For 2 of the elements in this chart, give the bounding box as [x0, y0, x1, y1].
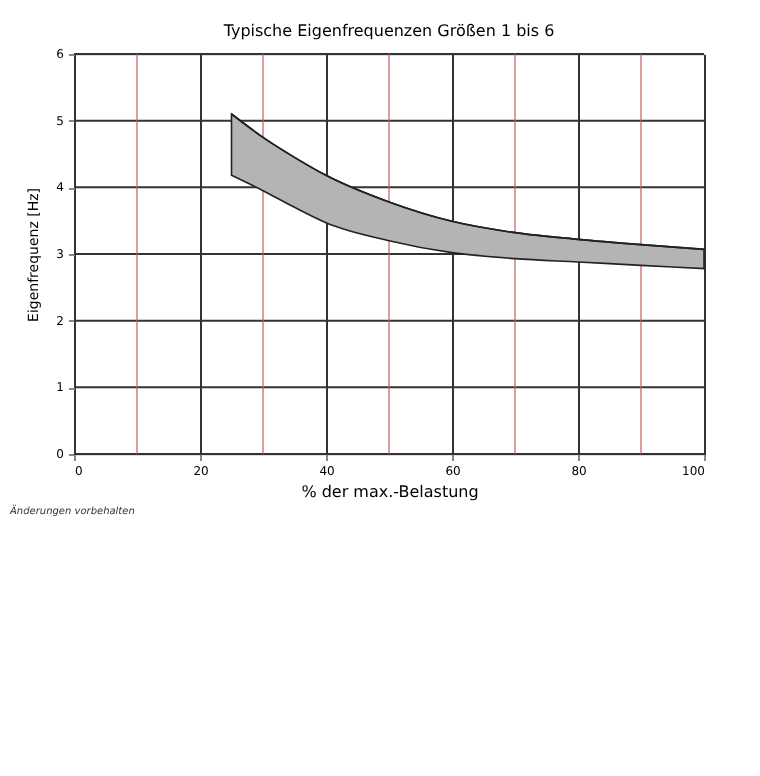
x-axis-title: % der max.-Belastung — [301, 483, 479, 501]
chart-title: Typische Eigenfrequenzen Größen 1 bis 6 — [221, 22, 555, 40]
